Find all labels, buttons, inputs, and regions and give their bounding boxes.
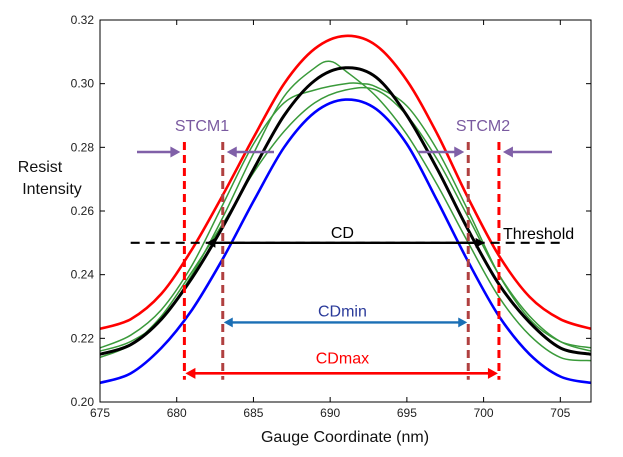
stcm2-outer-arrow-head [502,146,513,158]
y-axis-title-line1: Resist [18,159,63,176]
x-tick-label: 700 [474,406,494,420]
y-tick-label: 0.30 [71,77,95,91]
y-tick-label: 0.32 [71,13,95,27]
y-tick-label: 0.20 [71,395,95,409]
x-tick-label: 690 [320,406,340,420]
series-line-green1 [100,60,591,362]
stcm2-label: STCM2 [456,118,510,135]
y-tick-label: 0.24 [71,268,95,282]
cdmin-arrow-left-head [223,317,233,328]
x-tick-label: 680 [167,406,187,420]
annotation-layer: Threshold CD CDmin CDmax STCM1 STCM2 [130,118,574,380]
series-line-blue [100,98,591,385]
x-tick-label: 695 [397,406,417,420]
tick-layer: 675 680 685 690 695 700 705 0.20 0.22 0.24 0.26 0.2… [71,13,591,420]
x-tick-label: 685 [243,406,263,420]
y-tick-label: 0.22 [71,331,95,345]
y-axis-title-line2: Intensity [22,181,82,198]
cdmax-arrow-right-head [487,367,498,379]
cd-label: CD [331,225,354,242]
cdmax-label: CDmax [316,350,369,367]
cdmin-label: CDmin [318,303,367,320]
x-tick-label: 705 [550,406,570,420]
stcm1-outer-arrow-head [170,146,181,158]
x-tick-label: 675 [90,406,110,420]
threshold-label: Threshold [503,226,574,243]
plot-area [100,20,591,402]
cdmin-arrow-right-head [458,317,468,328]
cd-arrow-right-head [475,237,485,248]
stcm1-inner-arrow-head [226,146,237,158]
cd-arrow-left-head [206,237,216,248]
y-tick-label: 0.26 [71,204,95,218]
y-tick-label: 0.28 [71,140,95,154]
stcm2-inner-arrow-head [454,146,465,158]
cdmax-arrow-left-head [185,367,196,379]
stcm1-label: STCM1 [175,118,229,135]
x-axis-title: Gauge Coordinate (nm) [261,429,429,446]
